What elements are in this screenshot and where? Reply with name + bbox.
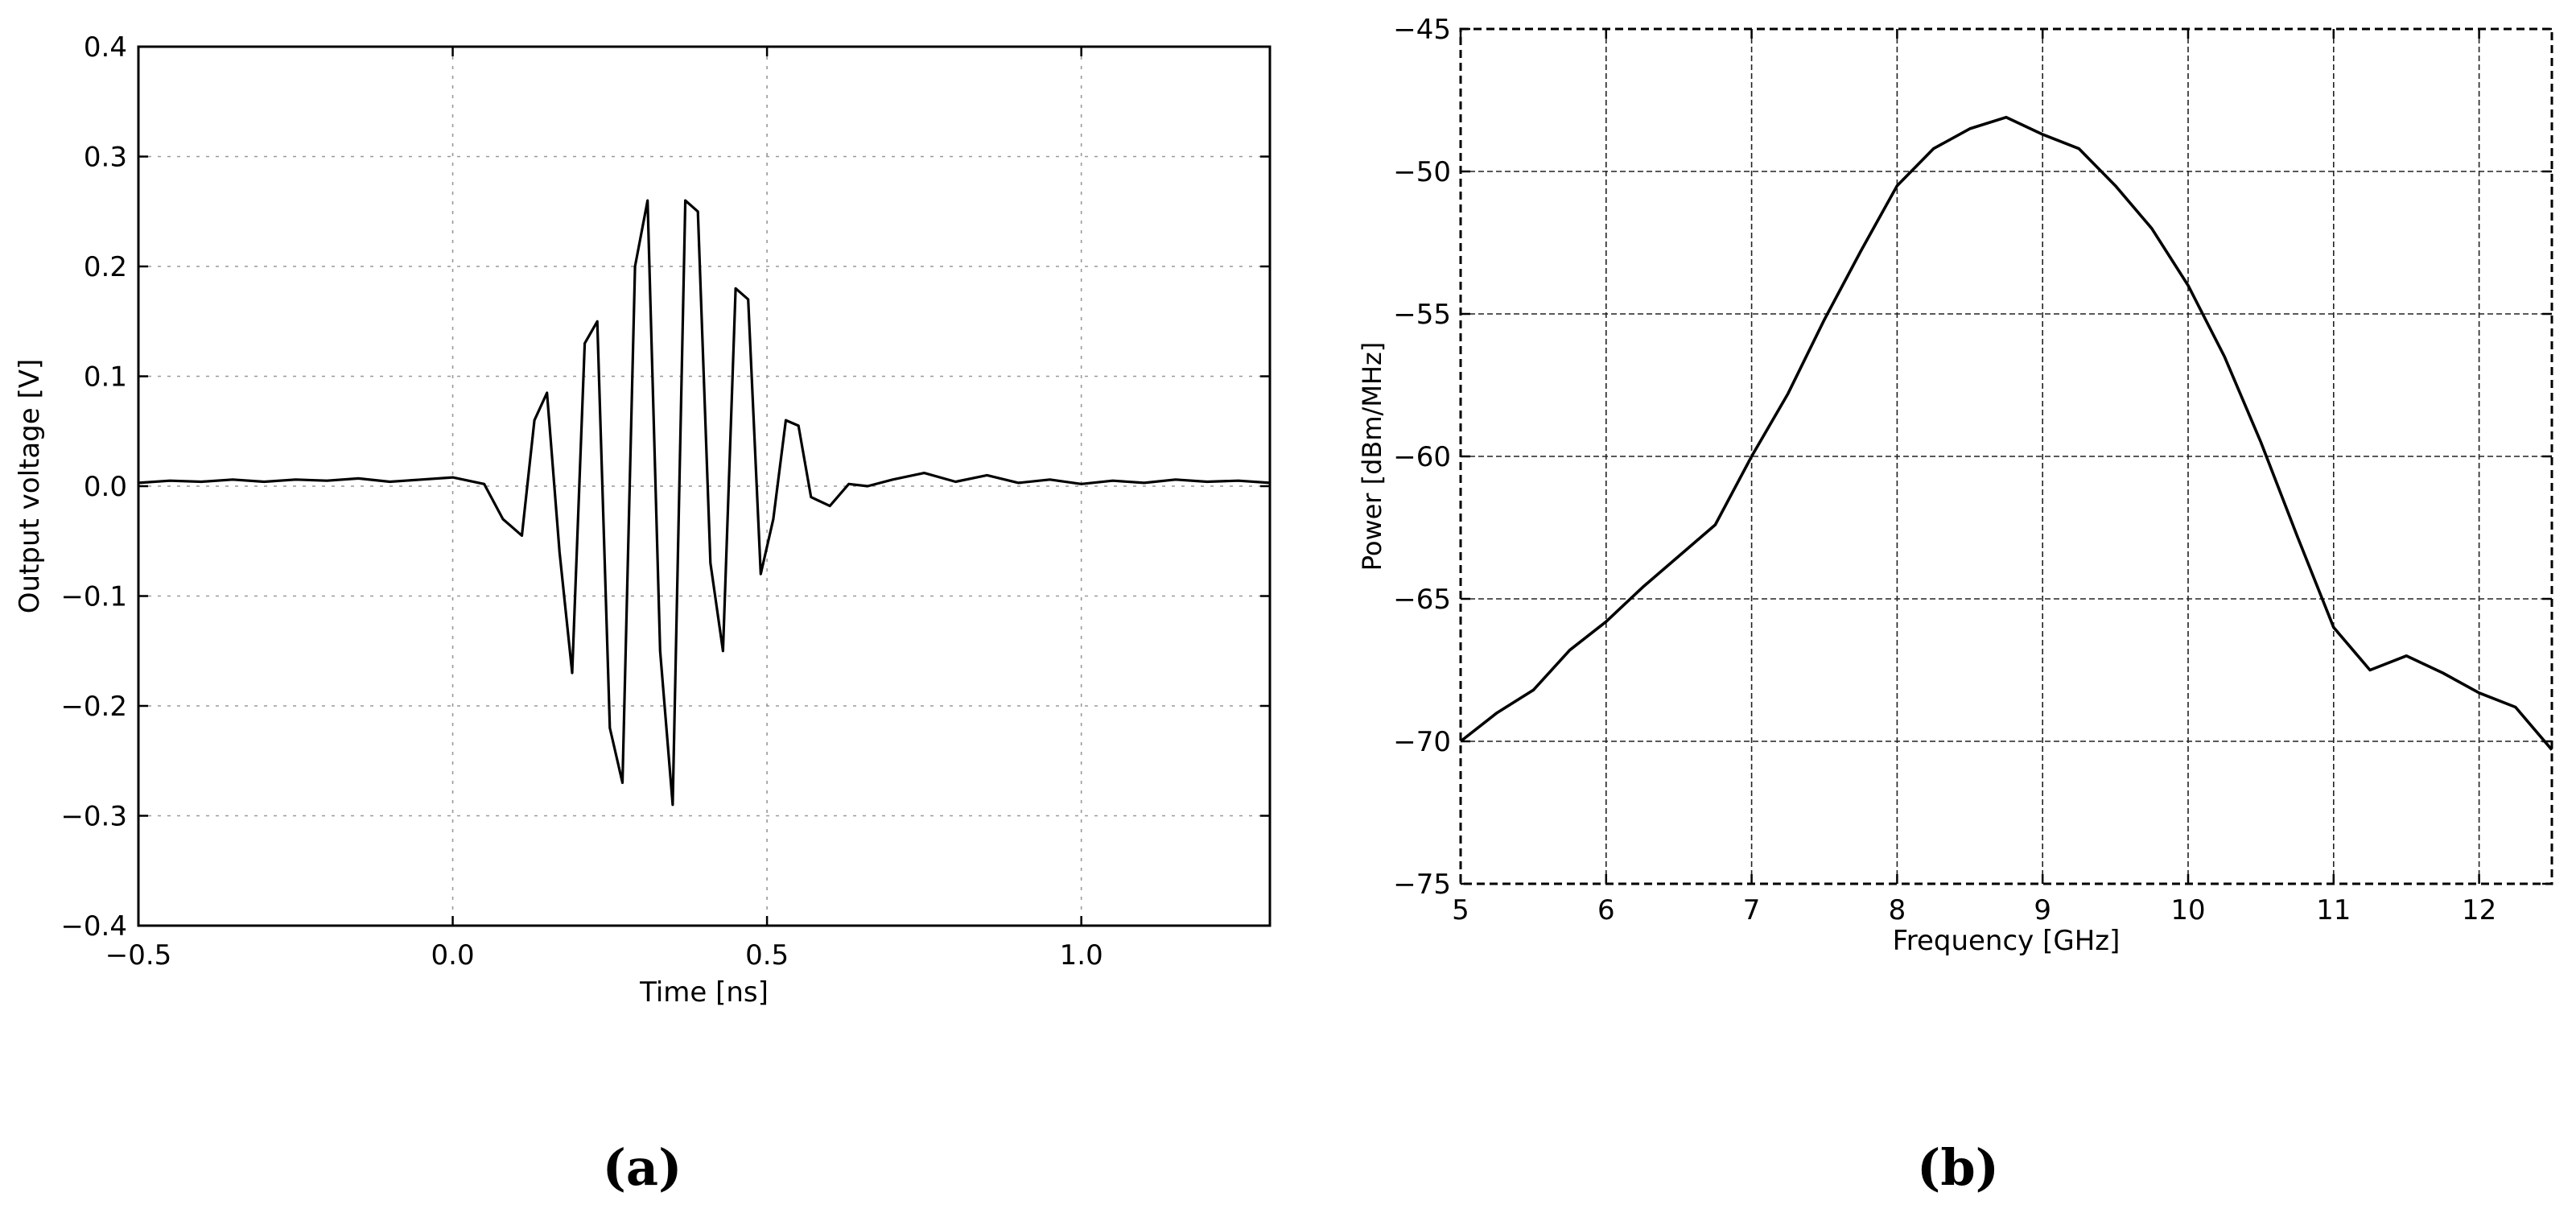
panel-b-y-tick-label: −60 <box>1393 441 1451 473</box>
panel-a-y-tick-label: −0.2 <box>60 691 127 723</box>
panel-b-x-tick-label: 8 <box>1889 894 1906 926</box>
panel-b-ticks: 5 6 7 8 9 10 11 12 −75 −70 −65 −60 −55 −50 −45 <box>1393 14 2552 926</box>
panel-b-x-tick-label: 10 <box>2170 894 2205 926</box>
panel-a-x-tick-label: −0.5 <box>105 939 172 972</box>
panel-b-series-line <box>1459 115 2553 751</box>
panel-b-y-tick-label: −50 <box>1393 156 1451 188</box>
panel-a-series-line <box>138 199 1271 807</box>
panel-a-x-tick-label: 0.0 <box>431 939 475 972</box>
panel-b-y-axis-label: Power [dBm/MHz] <box>1357 342 1387 571</box>
panel-b-caption: (b) <box>1917 1138 1999 1197</box>
panel-b-x-tick-label: 5 <box>1452 894 1469 926</box>
panel-b-y-tick-label: −65 <box>1393 584 1451 616</box>
panel-b-y-tick-label: −45 <box>1393 14 1451 46</box>
panel-b-x-tick-label: 9 <box>2034 894 2051 926</box>
panel-a-y-tick-label: −0.3 <box>60 801 127 833</box>
panel-a-y-axis-label: Output voltage [V] <box>14 359 46 614</box>
panel-a-grid <box>138 47 1270 926</box>
panel-b-y-tick-label: −55 <box>1393 299 1451 331</box>
panel-a-x-axis-label: Time [ns] <box>639 976 769 1009</box>
panel-a-caption: (a) <box>603 1138 682 1197</box>
panel-b-x-tick-label: 6 <box>1597 894 1615 926</box>
panel-b-x-tick-label: 11 <box>2316 894 2351 926</box>
panel-b-x-tick-label: 7 <box>1743 894 1761 926</box>
panel-b-grid <box>1461 29 2552 884</box>
panel-b-x-tick-label: 12 <box>2462 894 2496 926</box>
panel-a-y-tick-label: 0.1 <box>84 361 127 394</box>
panel-a-series-group <box>138 199 1271 807</box>
panel-a-x-tick-label: 0.5 <box>745 939 789 972</box>
panel-a-x-tick-label: 1.0 <box>1060 939 1103 972</box>
panel-b-series-group <box>1459 115 2553 751</box>
panel-b-spectrum-chart: 5 6 7 8 9 10 11 12 −75 −70 −65 −60 −55 −50 −45 Frequen… <box>1357 14 2553 1197</box>
panel-a-y-tick-label: 0.2 <box>84 251 127 283</box>
panel-b-x-axis-label: Frequency [GHz] <box>1893 925 2121 957</box>
panel-a-plot-frame <box>137 45 1272 927</box>
panel-a-y-tick-label: 0.0 <box>84 471 127 503</box>
panel-a-y-tick-label: −0.4 <box>60 910 127 943</box>
panel-b-y-tick-label: −75 <box>1393 868 1451 901</box>
panel-b-y-tick-label: −70 <box>1393 726 1451 758</box>
panel-a-y-tick-label: −0.1 <box>60 581 127 613</box>
panel-a-time-domain-chart: −0.5 0.0 0.5 1.0 −0.4 −0.3 −0.2 −0.1 0.0 0.1 0.2 0.… <box>14 31 1272 1197</box>
panel-a-y-tick-label: 0.3 <box>84 142 127 174</box>
panel-a-ticks: −0.5 0.0 0.5 1.0 −0.4 −0.3 −0.2 −0.1 0.0 0.1 0.2 0.… <box>60 31 1270 972</box>
panel-a-y-tick-label: 0.4 <box>84 31 127 64</box>
